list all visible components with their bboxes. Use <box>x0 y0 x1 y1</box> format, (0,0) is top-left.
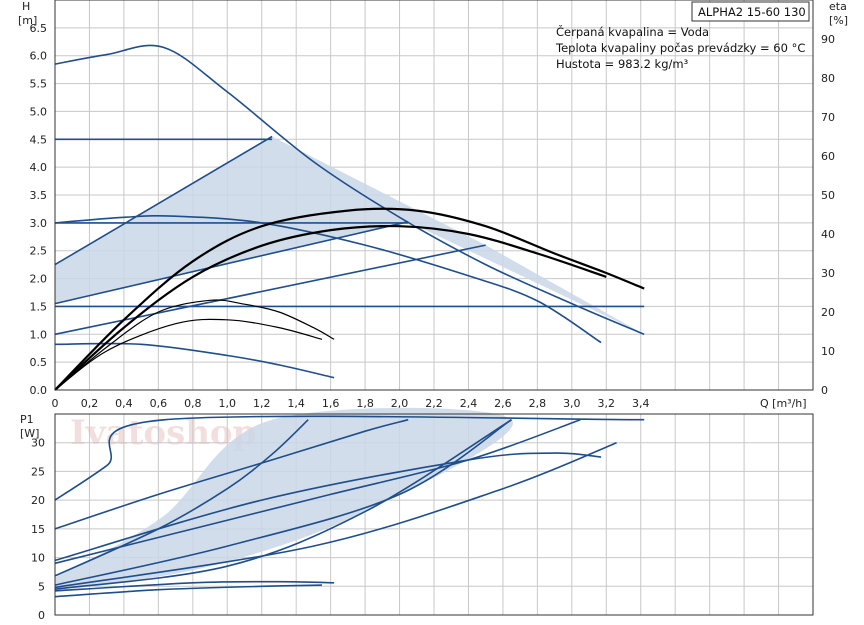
axis-ticks: 0 0,2 0,4 0,6 0,8 1,0 1,2 1,4 1,6 1,8 2,0 2,2 2,4 2,6… <box>30 22 836 622</box>
power-chart-frame <box>54 413 814 616</box>
eta-y-tick-label: 40 <box>821 228 835 241</box>
head-chart-grid <box>54 0 813 391</box>
head-curve <box>54 220 409 305</box>
x-tick-label: 3,0 <box>563 397 581 410</box>
head-y-tick-label: 0.5 <box>30 356 48 369</box>
power-curve <box>54 415 645 501</box>
flow-xlabel: Q [m³/h] <box>760 397 807 410</box>
head-y-tick-label: 1.5 <box>30 300 48 313</box>
head-y-tick-label: 3.5 <box>30 189 48 202</box>
head-y-tick-label: 2.5 <box>30 245 48 258</box>
efficiency-curve <box>54 299 335 391</box>
head-y-tick-label: 0.0 <box>30 384 48 397</box>
eta-y-tick-label: 0 <box>821 384 828 397</box>
x-tick-label: 1,2 <box>253 397 271 410</box>
eta-y-tick-label: 80 <box>821 72 835 85</box>
head-curve <box>54 214 602 344</box>
x-tick-label: 2,2 <box>425 397 443 410</box>
eta-y-tick-label: 90 <box>821 33 835 46</box>
power-y-tick-label: 20 <box>31 494 45 507</box>
head-y-tick-label: 2.0 <box>30 273 48 286</box>
power-curve <box>54 584 323 598</box>
head-ylabel-unit: [m] <box>18 14 37 27</box>
head-shaded-area <box>55 136 645 335</box>
head-y-tick-label: 5.0 <box>30 105 48 118</box>
power-curve <box>54 419 512 590</box>
x-tick-label: 1,8 <box>356 397 374 410</box>
head-ylabel-symbol: H <box>22 0 30 13</box>
head-curve <box>54 244 486 336</box>
power-curve <box>54 418 581 565</box>
head-operating-area <box>55 136 645 335</box>
head-y-tick-label: 4.0 <box>30 161 48 174</box>
power-y-tick-label: 25 <box>31 465 45 478</box>
efficiency-curve <box>54 224 607 391</box>
eta-y-tick-label: 20 <box>821 306 835 319</box>
x-tick-label: 1,6 <box>322 397 340 410</box>
power-operating-area <box>55 407 513 591</box>
x-tick-label: 2,8 <box>529 397 547 410</box>
power-curve <box>54 441 617 589</box>
head-curve <box>54 342 335 379</box>
x-tick-label: 1,0 <box>219 397 237 410</box>
power-y-tick-label: 10 <box>31 552 45 565</box>
x-tick-label: 0,4 <box>115 397 133 410</box>
head-y-tick-label: 6.0 <box>30 50 48 63</box>
head-y-tick-label: 4.5 <box>30 133 48 146</box>
x-tick-label: 0 <box>52 397 59 410</box>
eta-y-tick-label: 70 <box>821 111 835 124</box>
head-y-tick-label: 1.0 <box>30 328 48 341</box>
head-y-tick-label: 5.5 <box>30 78 48 91</box>
info-liquid: Čerpaná kvapalina = Voda <box>556 24 709 39</box>
head-y-tick-label: 3.0 <box>30 217 48 230</box>
x-tick-label: 3,2 <box>598 397 616 410</box>
power-curves <box>54 415 645 598</box>
power-y-tick-label: 15 <box>31 523 45 536</box>
power-curve <box>54 452 602 562</box>
power-curve <box>54 580 335 592</box>
x-tick-label: 1,4 <box>287 397 305 410</box>
x-tick-label: 0,6 <box>150 397 168 410</box>
x-tick-label: 0,2 <box>81 397 99 410</box>
x-tick-label: 0,8 <box>184 397 202 410</box>
model-label: ALPHA2 15-60 130 <box>698 5 806 19</box>
x-tick-label: 2,6 <box>494 397 512 410</box>
power-y-tick-label: 5 <box>38 580 45 593</box>
efficiency-curve <box>54 318 323 391</box>
eta-ylabel-symbol: eta <box>829 0 847 13</box>
efficiency-curve <box>54 207 645 391</box>
info-density: Hustota = 983.2 kg/m³ <box>556 57 689 71</box>
model-label-box <box>691 1 810 22</box>
info-temperature: Teplota kvapaliny počas prevádzky = 60 °… <box>555 41 805 55</box>
head-curve <box>54 135 273 266</box>
power-curve <box>54 419 309 577</box>
power-curve <box>54 419 512 586</box>
x-tick-label: 2,4 <box>460 397 478 410</box>
head-y-tick-label: 6.5 <box>30 22 48 35</box>
power-ylabel-unit: [W] <box>20 427 39 440</box>
eta-y-tick-label: 10 <box>821 345 835 358</box>
power-ylabel-symbol: P1 <box>20 413 34 426</box>
x-tick-label: 2,0 <box>391 397 409 410</box>
head-curve <box>54 44 645 336</box>
power-y-tick-label: 30 <box>31 437 45 450</box>
head-chart-frame <box>54 0 814 391</box>
efficiency-curves <box>54 207 645 391</box>
eta-ylabel-unit: [%] <box>829 14 848 27</box>
eta-y-tick-label: 50 <box>821 189 835 202</box>
eta-y-tick-label: 30 <box>821 267 835 280</box>
power-shaded-area <box>55 407 513 591</box>
eta-y-tick-label: 60 <box>821 150 835 163</box>
power-y-tick-label: 0 <box>38 609 45 622</box>
x-tick-label: 3,4 <box>632 397 650 410</box>
